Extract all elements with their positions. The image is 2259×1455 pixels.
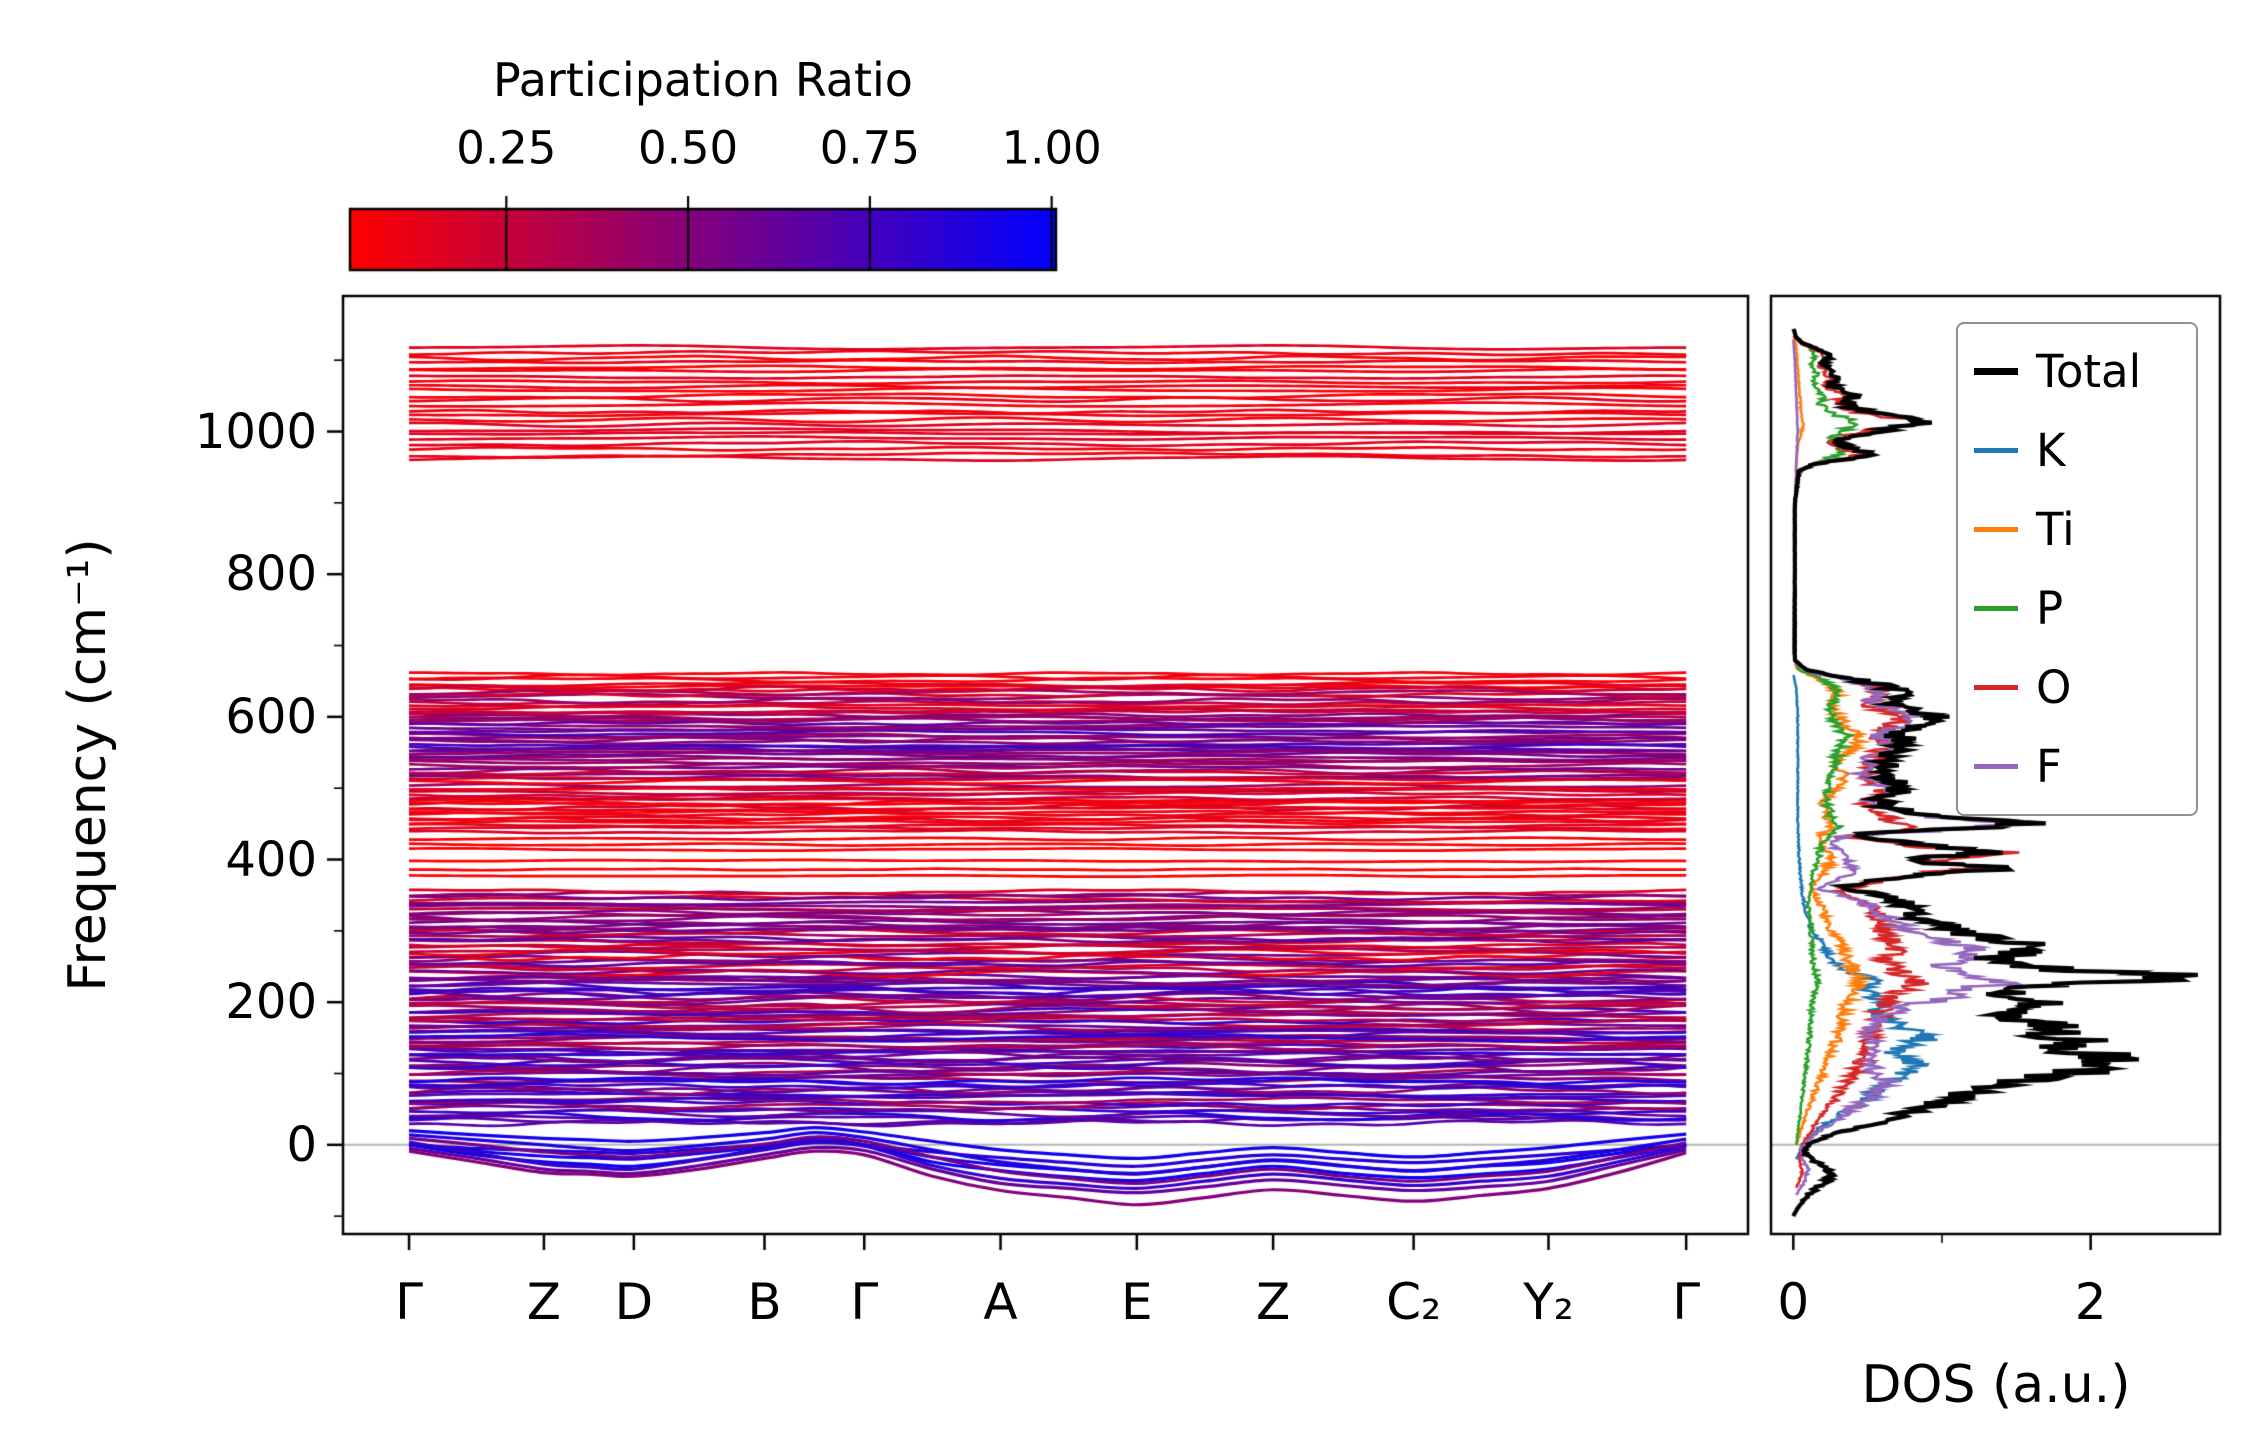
dos-tick-label: 0: [1777, 1273, 1810, 1331]
legend-item-f: F: [1974, 740, 2188, 793]
legend-label-k: K: [2036, 424, 2066, 477]
legend-swatch-o: [1974, 685, 2018, 690]
legend-item-k: K: [1974, 424, 2188, 477]
kpoint-label: D: [614, 1273, 654, 1331]
legend-swatch-f: [1974, 764, 2018, 769]
legend-item-o: O: [1974, 661, 2188, 714]
legend-label-total: Total: [2036, 345, 2142, 398]
freq-tick-label: 1000: [194, 403, 317, 460]
kpoint-label: Γ: [850, 1273, 879, 1331]
freq-tick-label: 600: [225, 688, 317, 745]
legend-label-p: P: [2036, 582, 2064, 635]
kpoint-label: B: [747, 1273, 782, 1331]
legend-item-ti: Ti: [1974, 503, 2188, 556]
kpoint-label: E: [1121, 1273, 1153, 1331]
legend-label-o: O: [2036, 661, 2072, 714]
kpoint-label: C₂: [1386, 1273, 1442, 1331]
legend-label-ti: Ti: [2036, 503, 2075, 556]
kpoint-label: Z: [1255, 1273, 1291, 1331]
dos-axis-label: DOS (a.u.): [1861, 1355, 2131, 1415]
legend-swatch-p: [1974, 606, 2018, 611]
kpoint-label: Γ: [395, 1273, 423, 1331]
freq-tick-label: 800: [225, 546, 317, 603]
frequency-axis-label: Frequency (cm⁻¹): [58, 538, 118, 992]
colorbar-tick-label: 0.75: [819, 121, 920, 175]
colorbar-tick-label: 0.50: [637, 121, 739, 175]
colorbar-title: Participation Ratio: [493, 53, 913, 107]
kpoint-label: Γ: [1672, 1273, 1701, 1331]
kpoint-label: A: [983, 1273, 1018, 1331]
dos-tick-label: 2: [2074, 1273, 2107, 1331]
colorbar-tick-label: 1.00: [1001, 121, 1102, 175]
legend-swatch-total: [1974, 368, 2018, 375]
freq-tick-label: 400: [225, 831, 317, 888]
legend-swatch-k: [1974, 448, 2018, 453]
legend-swatch-ti: [1974, 527, 2018, 532]
legend-item-total: Total: [1974, 345, 2188, 398]
legend-label-f: F: [2036, 740, 2062, 793]
legend-box: Total K Ti P O F: [1956, 322, 2198, 816]
kpoint-label: Z: [526, 1273, 562, 1331]
legend-item-p: P: [1974, 582, 2188, 635]
freq-tick-label: 0: [286, 1116, 317, 1173]
colorbar-tick-label: 0.25: [456, 121, 557, 175]
freq-tick-label: 200: [225, 974, 317, 1031]
kpoint-label: Y₂: [1523, 1273, 1574, 1331]
